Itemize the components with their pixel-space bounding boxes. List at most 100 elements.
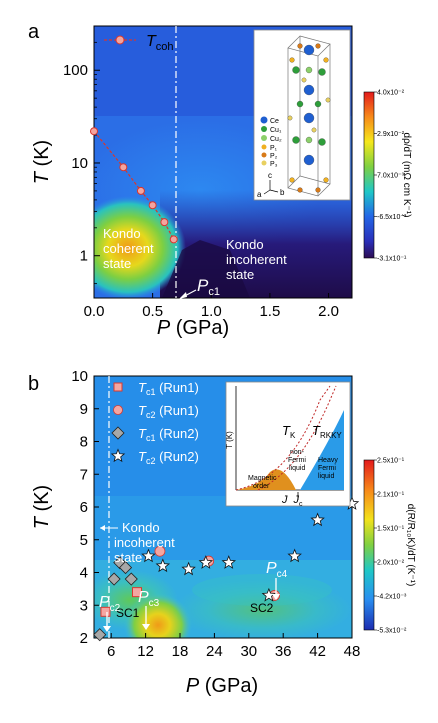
nfl-line3: liquid [289,465,305,472]
crystal-atom [305,66,313,74]
y-tick-label-b: 10 [71,368,88,385]
mo-line2: order [253,483,270,490]
sc2-label: SC2 [250,601,274,615]
crystal-atom [289,177,295,183]
crystal-atom [315,43,321,49]
crystal-atom [303,44,315,56]
legend-b-item2: Tc2 (Run1) [138,403,199,420]
legend-atom-swatch [261,126,267,132]
x-tick-label-a: 0.5 [142,303,163,320]
y-tick-label-a: 1 [80,248,88,265]
tc2-run2-point [181,561,196,576]
legend-atom-swatch [261,152,267,158]
tc2-run2-point [155,558,171,573]
x-tick-label-b: 42 [309,643,326,660]
hfl-line2: Fermi [318,465,336,472]
inset-a-legend: Ce Cu₁ Cu₂ P₁ P₂ P₃ [260,116,282,168]
tcoh-point [136,186,145,195]
crystal-atom [292,66,300,74]
crystal-atom [296,100,304,108]
legend-b: Tc1 (Run1) Tc2 (Run1) Tc1 (Run2) Tc2 (Ru… [110,380,199,466]
y-tick-label-b: 3 [80,597,88,614]
inset-curve-trkky: TRKKY [312,423,342,440]
crystal-atom [297,43,303,49]
inset-a-legend-ce: Ce [270,118,279,125]
kondo-incoherent-line3: state [226,267,254,282]
crystal-inset: Ce Cu₁ Cu₂ P₁ P₂ P₃ c a b [253,29,351,201]
colorbar-a-ticks: 4.0x10⁻² 2.9x10⁻² 7.0x10⁻³ -6.5x10⁻³ -3.1x10… [374,90,407,263]
legend-a: Tcoh [104,33,174,53]
tc1-run1-point [132,587,142,598]
magnetic-order-region [236,469,296,490]
colorbar-b-tick-label: 2.5x10⁻¹ [377,458,405,465]
inset-a-legend-p3: P₃ [270,161,278,168]
crystal-atom [289,57,295,63]
colorbar-a-tick-label: 2.9x10⁻² [377,131,405,138]
kondo-incoherent-line1: Kondo [226,237,264,252]
tc2-run2-point [221,555,236,569]
heavy-fermi-region [300,410,344,490]
inset-a-legend-p1: P₁ [270,145,278,152]
colorbar-b-tick-label: 2.0x10⁻² [377,560,405,567]
colorbar-a-tick-label: -3.1x10⁻¹ [377,256,407,263]
legend-star-shape [110,448,126,463]
crystal-atom [305,136,313,144]
crystal-atom [318,68,326,76]
y-tick-label-a: 10 [71,155,88,172]
legend-circle-marker [113,405,123,415]
kondo-coherent-line2: coherent [103,241,154,256]
tc2-run1-point [154,545,166,557]
legend-atom-swatch [261,160,267,166]
colorbar-a-label: dρ/dT (mΩ cm K⁻¹) [401,133,412,218]
inset-a-axis-b: b [280,188,285,197]
tc2-run2-point [310,512,325,527]
tc1-run2-point [124,572,138,586]
inset-curve-tk: TK [282,423,296,440]
legend-a-label: Tcoh [146,33,174,53]
crystal-atom [315,187,321,193]
legend-b-item1: Tc1 (Run1) [138,380,199,397]
tcoh-point [148,201,157,210]
tc1-run2-point [118,561,133,575]
kondo-incoherent-b-line3: state [114,550,142,565]
hfl-line1: Heavy [318,457,338,464]
tcoh-point [119,163,128,172]
x-tick-label-b: 48 [344,643,361,660]
crystal-atom [303,84,315,96]
kondo-coherent-line3: state [103,256,131,271]
tc1-run2-point [107,572,121,586]
axes-b: 6 12 18 24 30 36 42 48 2 3 4 5 6 7 8 9 10 [71,368,360,660]
y-tick-label-b: 2 [80,630,88,647]
phase-diagram-inset: T (K) TK TRKKY non- Fermi liquid Heavy F… [225,381,351,508]
inset-b-ylabel: T (K) [225,431,234,449]
colorbar-b-tick-label: -5.3x10⁻² [377,628,407,635]
legend-atom-swatch [261,135,267,141]
legend-atom-swatch [261,144,267,150]
tc2-run2-point [198,555,214,569]
legend-square-marker [113,382,123,392]
crystal-atom [325,97,331,103]
nfl-line1: non- [290,449,305,456]
tc-series [93,496,360,642]
colorbar-a-tick-label: 7.0x10⁻³ [377,173,405,180]
x-tick-label-b: 18 [172,643,189,660]
colorbar-a-tick-label: -6.5x10⁻³ [377,214,407,221]
x-tick-label-a: 0.0 [84,303,105,320]
kondo-incoherent-b-line2: incoherent [114,535,175,550]
tc2-run2-point [261,587,277,602]
crystal-atom [323,177,329,183]
region-labels-b: Kondo incoherent state [100,520,175,565]
pc1-marker: Pc1 [179,276,220,299]
x-tick-label-b: 12 [137,643,154,660]
axes-a: 0.0 0.5 1.0 1.5 2.0 1 10 100 [63,41,339,320]
crystal-atom [311,127,317,133]
hfl-line3: liquid [318,473,334,480]
colorbar-b-tick-label: 2.1x10⁻¹ [377,492,405,499]
legend-b-item4: Tc2 (Run2) [138,449,199,466]
panel-b-letter: b [28,373,39,395]
y-tick-label-b: 6 [80,499,88,516]
xlabel-a: P (GPa) [157,317,229,339]
legend-atom-swatch [260,116,268,124]
x-tick-label-a: 1.5 [259,303,280,320]
